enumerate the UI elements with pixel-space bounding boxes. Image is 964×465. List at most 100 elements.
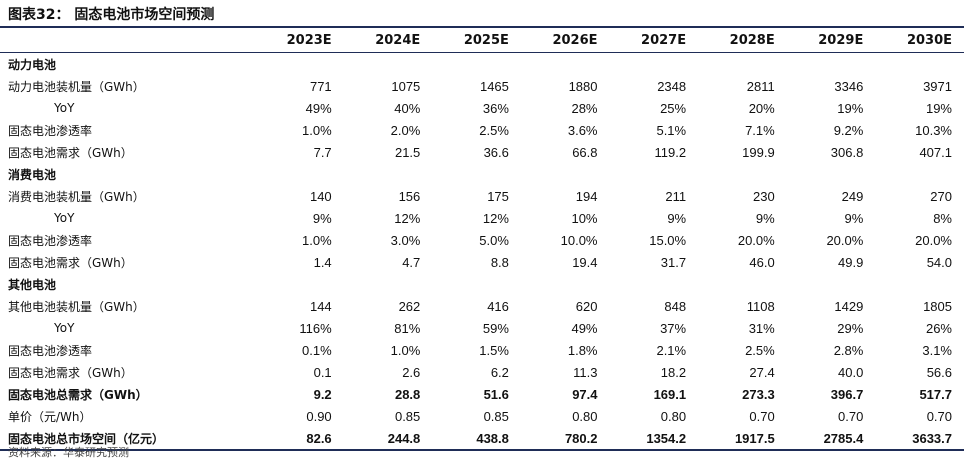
cell-value: 270 <box>930 188 952 204</box>
cell-value: 262 <box>398 298 421 314</box>
cell-value: 20.0% <box>737 232 775 248</box>
cell-value <box>875 273 964 295</box>
table-row: 固态电池需求（GWh） 1.4 4.7 8.8 19.4 31.7 46.0 49.9 54.0 <box>0 251 964 273</box>
cell-value: 56.6 <box>926 364 952 380</box>
cell-value <box>255 53 344 76</box>
cell-value: 416 <box>487 298 509 314</box>
section-row: 动力电池 <box>0 53 964 76</box>
table-row: YoY 49% 40% 36% 28% 25% 20% 19% 19% <box>0 97 964 119</box>
cell-value: 175 <box>487 188 509 204</box>
table-row: 固态电池渗透率 1.0% 2.0% 2.5% 3.6% 5.1% 7.1% 9.2% 10.3% <box>0 119 964 141</box>
cell-value: 140 <box>309 188 332 204</box>
cell-value: 1354.2 <box>609 427 699 451</box>
cell-value: 169.1 <box>653 386 687 402</box>
cell-value: 156 <box>398 188 421 204</box>
cell-value: 0.85 <box>394 408 421 424</box>
cell-value: 28% <box>571 100 598 116</box>
cell-value: 9% <box>844 210 864 226</box>
cell-value: 2.6 <box>402 364 421 380</box>
cell-value: 49% <box>571 320 598 336</box>
cell-value: 3346 <box>834 78 864 94</box>
cell-value: 1917.5 <box>698 427 787 451</box>
cell-value: 780.2 <box>520 427 610 451</box>
cell-value: 12% <box>394 210 421 226</box>
cell-value: 49% <box>305 100 332 116</box>
table-row: YoY 9% 12% 12% 10% 9% 9% 9% 8% <box>0 207 964 229</box>
cell-value <box>432 53 521 76</box>
cell-value <box>610 163 699 185</box>
table-row: 固态电池渗透率 0.1% 1.0% 1.5% 1.8% 2.1% 2.5% 2.8% 3.1% <box>0 339 964 361</box>
cell-value <box>521 53 610 76</box>
cell-value: 6.2 <box>490 364 509 380</box>
year-header: 2030E <box>875 28 964 53</box>
cell-value: 9% <box>312 210 332 226</box>
cell-value: 3.1% <box>922 342 952 358</box>
cell-value: 273.3 <box>742 386 775 402</box>
year-header: 2029E <box>786 28 876 53</box>
cell-value: 9.2% <box>833 122 864 138</box>
row-label: YoY <box>54 211 75 225</box>
cell-value: 0.80 <box>660 408 687 424</box>
cell-value: 3971 <box>923 78 952 94</box>
cell-value: 7.1% <box>745 122 775 138</box>
row-label: 固态电池总需求（GWh） <box>8 387 148 402</box>
cell-value: 82.6 <box>255 427 344 451</box>
cell-value: 66.8 <box>572 144 598 160</box>
cell-value: 10.0% <box>560 232 598 248</box>
cell-value: 0.80 <box>572 408 598 424</box>
cell-value: 36.6 <box>483 144 509 160</box>
title-bar: 图表32： 固态电池市场空间预测 <box>0 0 964 28</box>
row-label: 其他电池装机量（GWh） <box>8 299 145 314</box>
cell-value: 119.2 <box>654 144 687 160</box>
cell-value: 20.0% <box>915 232 952 248</box>
cell-value: 19% <box>837 100 864 116</box>
cell-value <box>432 273 521 295</box>
cell-value: 7.7 <box>313 144 332 160</box>
cell-value: 51.6 <box>483 386 509 402</box>
cell-value <box>610 53 699 76</box>
cell-value: 620 <box>575 298 598 314</box>
cell-value: 46.0 <box>749 254 775 270</box>
cell-value: 2.8% <box>833 342 864 358</box>
year-header: 2028E <box>698 28 787 53</box>
cell-value: 25% <box>660 100 687 116</box>
table-row: 单价（元/Wh） 0.90 0.85 0.85 0.80 0.80 0.70 0.70 0.70 <box>0 405 964 427</box>
cell-value <box>432 163 521 185</box>
cell-value: 10.3% <box>915 122 952 138</box>
cell-value: 1.0% <box>302 232 332 248</box>
cell-value: 2811 <box>746 78 775 94</box>
cell-value: 37% <box>660 320 687 336</box>
cell-value: 0.70 <box>838 408 864 424</box>
cell-value: 230 <box>753 188 775 204</box>
cell-value <box>787 273 876 295</box>
row-label: 固态电池渗透率 <box>8 123 93 138</box>
cell-value: 8.8 <box>490 254 509 270</box>
cell-value: 2.1% <box>656 342 687 358</box>
cell-value: 396.7 <box>830 386 864 402</box>
cell-value: 3633.7 <box>875 427 964 451</box>
cell-value: 0.1 <box>313 364 332 380</box>
cell-value: 116% <box>299 320 332 336</box>
cell-value: 407.1 <box>919 144 952 160</box>
year-header: 2024E <box>343 28 433 53</box>
cell-value: 81% <box>394 320 421 336</box>
cell-value: 2.0% <box>390 122 421 138</box>
row-label: 固态电池需求（GWh） <box>8 145 133 160</box>
cell-value: 20.0% <box>826 232 864 248</box>
cell-value: 199.9 <box>742 144 775 160</box>
cell-value: 2348 <box>657 78 687 94</box>
cell-value: 2.5% <box>745 342 775 358</box>
cell-value <box>875 163 964 185</box>
cell-value <box>344 163 433 185</box>
section-row: 消费电池 <box>0 163 964 185</box>
year-header: 2025E <box>432 28 521 53</box>
table-body: 动力电池 动力电池装机量（GWh） 771 1075 1465 1880 2348 2811 3… <box>0 53 964 451</box>
cell-value: 59% <box>482 320 509 336</box>
cell-value: 144 <box>309 298 332 314</box>
cell-value: 31.7 <box>660 254 687 270</box>
row-label: 固态电池总市场空间（亿元） <box>0 427 256 451</box>
forecast-table: 2023E 2024E 2025E 2026E 2027E 2028E 2029… <box>0 28 964 451</box>
cell-value <box>255 273 344 295</box>
cell-value: 36% <box>482 100 509 116</box>
row-label: YoY <box>54 101 75 115</box>
